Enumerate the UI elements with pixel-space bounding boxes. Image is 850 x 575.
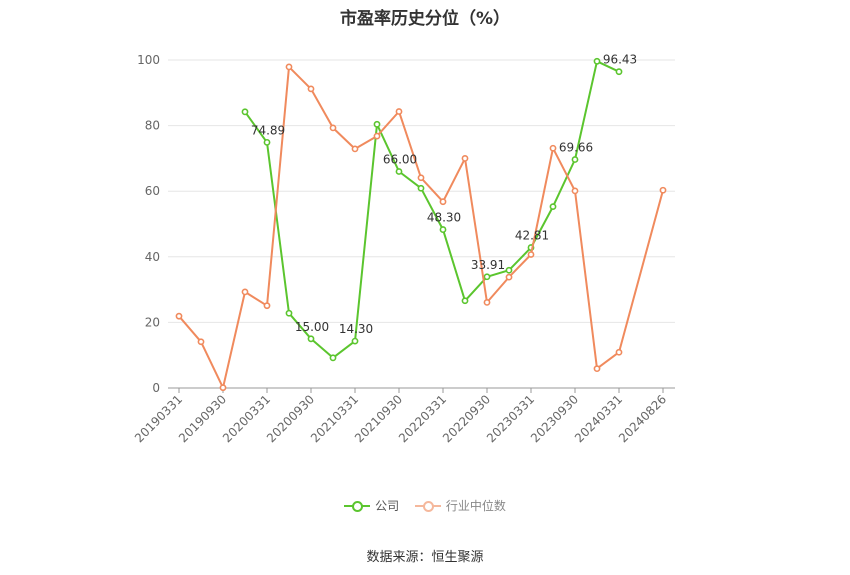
legend-industry-label: 行业中位数 [445,499,506,513]
data-point [461,297,469,305]
legend-industry-swatch-icon [414,499,441,513]
data-point [395,108,403,115]
data-point [241,108,249,116]
data-point [483,273,491,281]
y-tick-label: 0 [152,381,160,395]
data-point [241,288,249,296]
y-tick-label: 60 [145,184,160,198]
data-point [505,266,513,274]
series-line-0 [244,60,620,359]
data-point [527,251,535,258]
data-label: 69.66 [559,141,593,155]
data-point [285,309,293,317]
axes: 0204060801002019033120190930202003312020… [132,53,675,445]
legend: 公司 行业中位数 [0,497,850,516]
data-label: 14.30 [339,322,373,336]
data-point [549,144,557,152]
data-label: 66.00 [383,153,417,167]
data-point [615,348,623,356]
data-point [615,68,623,76]
legend-company-label: 公司 [375,499,400,513]
data-point [659,186,667,194]
y-tick-label: 100 [137,53,160,67]
legend-company-swatch-icon [344,499,371,513]
data-point [505,273,513,281]
data-point [593,57,601,65]
series-lines [175,57,667,392]
data-point [549,203,557,211]
data-point [285,63,293,71]
y-tick-label: 40 [145,250,160,264]
y-tick-label: 20 [145,315,160,329]
data-point [439,226,447,233]
chart-title: 市盈率历史分位（%） [339,9,511,29]
data-point [175,312,183,320]
data-point [307,85,315,93]
data-point [263,302,271,310]
data-point [373,120,381,128]
data-point [373,132,381,140]
data-point [593,365,601,373]
x-tick-label: 20240826 [616,392,669,445]
data-source: 数据来源：恒生聚源 [366,550,484,565]
y-tick-label: 80 [145,119,160,133]
data-label: 42.81 [515,229,549,243]
data-point [571,187,579,195]
data-point [219,384,227,392]
data-point [263,138,271,146]
legend-item-company[interactable]: 公司 [344,497,399,514]
data-point [461,154,469,162]
data-point [351,145,359,153]
data-point [417,174,425,182]
legend-item-industry[interactable]: 行业中位数 [414,497,506,514]
data-point [395,168,403,175]
data-label: 74.89 [251,123,285,137]
data-label: 48.30 [427,211,461,225]
data-point [571,156,579,163]
data-point [439,198,447,206]
data-label: 33.91 [471,258,505,272]
data-label: 15.00 [295,320,329,334]
data-point [307,335,315,343]
data-point [197,338,205,346]
data-point [329,354,337,362]
data-point [351,337,359,345]
data-labels: 74.89 15.00 14.30 66.00 48.30 33.91 42.81 69.66… [251,53,637,336]
data-point [417,184,425,192]
data-point [329,124,337,132]
series-line-1 [178,65,664,389]
data-label: 96.43 [603,53,637,67]
data-point [483,298,491,306]
